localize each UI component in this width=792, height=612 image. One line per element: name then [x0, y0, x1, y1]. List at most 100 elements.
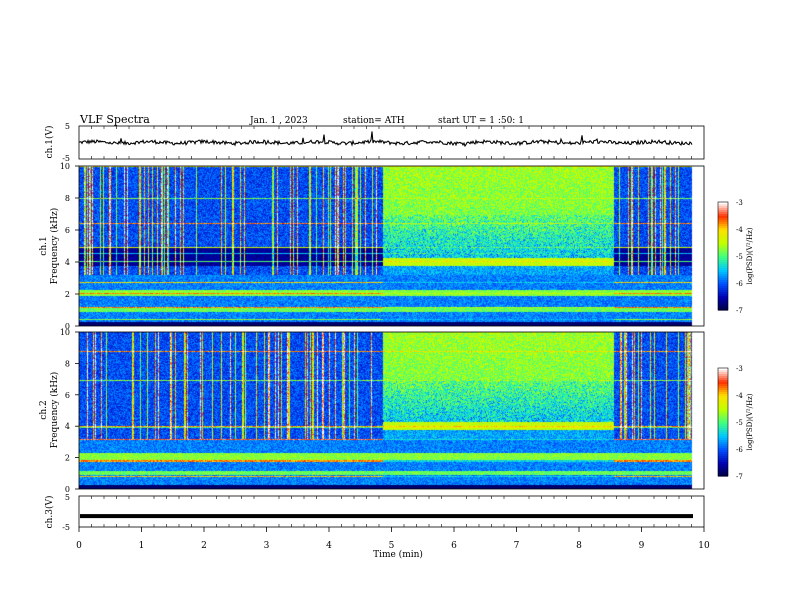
colorbar-swatch	[718, 216, 728, 219]
colorbar-tick-label: -5	[736, 419, 743, 427]
ch2-spectrogram-ylabel-line2: Frequency (kHz)	[49, 372, 60, 449]
colorbar-swatch	[718, 418, 728, 421]
ch1-spectrogram-panel: 0 2 4 6 8 10 ch.1 Frequency (kHz) -3 -4 -5 -6 -7 l…	[39, 162, 754, 331]
colorbar-swatch	[718, 424, 728, 427]
colorbar-swatch	[718, 406, 728, 409]
colorbar-swatch	[718, 250, 728, 253]
colorbar-swatch	[718, 440, 728, 443]
ch3-ytick-top: 5	[65, 493, 70, 502]
ch1-spectrogram-image	[79, 166, 704, 326]
x-tick-label: 0	[76, 541, 82, 551]
colorbar-swatch	[718, 236, 728, 239]
colorbar-label: log(PSD)(V²/Hz)	[746, 227, 754, 284]
colorbar-swatch	[718, 242, 728, 245]
colorbar-swatch	[718, 264, 728, 267]
colorbar-swatch	[718, 386, 728, 389]
colorbar-swatch	[718, 464, 728, 467]
colorbar-swatch	[718, 402, 728, 405]
colorbar-swatch	[718, 436, 728, 439]
colorbar-swatch	[718, 432, 728, 435]
colorbar-swatch	[718, 446, 728, 449]
time-axis-label: Time (min)	[373, 549, 423, 560]
colorbar-swatch	[718, 442, 728, 445]
colorbar-swatch	[718, 276, 728, 279]
colorbar-swatch	[718, 376, 728, 379]
colorbar-swatch	[718, 218, 728, 221]
x-tick-label: 3	[264, 541, 270, 551]
y-tick-label: 2	[65, 454, 70, 463]
ch3-ytick-bottom: -5	[62, 523, 70, 532]
colorbar-swatch	[718, 400, 728, 403]
start-time-label: start UT = 1 :50: 1	[438, 116, 524, 126]
colorbar-swatch	[718, 286, 728, 289]
colorbar-swatch	[718, 410, 728, 413]
colorbar-swatch	[718, 470, 728, 473]
colorbar-swatch	[718, 290, 728, 293]
ch3-waveform-frame	[78, 495, 705, 528]
colorbar-tick-label: -7	[736, 307, 743, 315]
colorbar-swatch	[718, 404, 728, 407]
colorbar-swatch	[718, 392, 728, 395]
colorbar-tick-label: -4	[736, 226, 743, 234]
colorbar-swatch	[718, 246, 728, 249]
x-tick-label: 5	[389, 541, 395, 551]
colorbar-swatch	[718, 412, 728, 415]
colorbar-swatch	[718, 252, 728, 255]
y-tick-label: 0	[65, 322, 70, 331]
colorbar-tick-label: -5	[736, 253, 743, 261]
y-tick-label: 4	[65, 422, 70, 431]
colorbar-swatch	[718, 378, 728, 381]
colorbar-swatch	[718, 420, 728, 423]
ch1-ytick-top: 5	[65, 122, 70, 131]
x-tick-label: 2	[201, 541, 207, 551]
colorbar-swatch	[718, 414, 728, 417]
x-tick-label: 1	[139, 541, 145, 551]
colorbar-swatch	[718, 472, 728, 475]
colorbar-swatch	[718, 210, 728, 213]
colorbar-swatch	[718, 474, 728, 477]
ch2-spectrogram-frame	[78, 331, 705, 490]
colorbar-swatch	[718, 260, 728, 263]
colorbar-swatch	[718, 452, 728, 455]
colorbar-swatch	[718, 448, 728, 451]
colorbar-swatch	[718, 468, 728, 471]
colorbar-swatch	[718, 254, 728, 257]
colorbar-swatch	[718, 444, 728, 447]
colorbar-swatch	[718, 434, 728, 437]
y-tick-label: 10	[60, 328, 70, 337]
colorbar-swatch	[718, 306, 728, 309]
y-tick-label: 10	[60, 162, 70, 171]
colorbar-label: log(PSD)(V²/Hz)	[746, 393, 754, 450]
colorbar-frame	[717, 367, 729, 477]
ch2-spectrogram-panel: 0 2 4 6 8 10 ch.2 Frequency (kHz) -3 -4 -5 -6 -7 l…	[39, 328, 754, 494]
colorbar-swatch	[718, 244, 728, 247]
colorbar-swatch	[718, 460, 728, 463]
colorbar-swatch	[718, 204, 728, 207]
ch3-waveform-ylabel: ch.3(V)	[44, 496, 55, 529]
colorbar-swatch	[718, 394, 728, 397]
colorbar-swatch	[718, 296, 728, 299]
ch1-waveform-ylabel: ch.1(V)	[44, 126, 55, 159]
colorbar-swatch	[718, 258, 728, 261]
colorbar-swatch	[718, 282, 728, 285]
colorbar-swatch	[718, 382, 728, 385]
colorbar-swatch	[718, 300, 728, 303]
colorbar-swatch	[718, 384, 728, 387]
colorbar-swatch	[718, 212, 728, 215]
colorbar-swatch	[718, 304, 728, 307]
colorbar-swatch	[718, 234, 728, 237]
colorbar-swatch	[718, 388, 728, 391]
colorbar-swatch	[718, 274, 728, 277]
ch2-spectrogram-ylabel-line1: ch.2	[39, 400, 49, 419]
x-tick-label: 9	[639, 541, 645, 551]
colorbar-swatch	[718, 278, 728, 281]
ch1-waveform-frame	[78, 125, 705, 160]
colorbar-swatch	[718, 222, 728, 225]
ch2-colorbar: -3 -4 -5 -6 -7 log(PSD)(V²/Hz)	[717, 365, 754, 481]
ch2-spectrogram-yticks: 0 2 4 6 8 10	[60, 328, 79, 494]
colorbar-swatch	[718, 280, 728, 283]
colorbar-swatch	[718, 374, 728, 377]
colorbar-swatch	[718, 422, 728, 425]
colorbar-swatch	[718, 232, 728, 235]
